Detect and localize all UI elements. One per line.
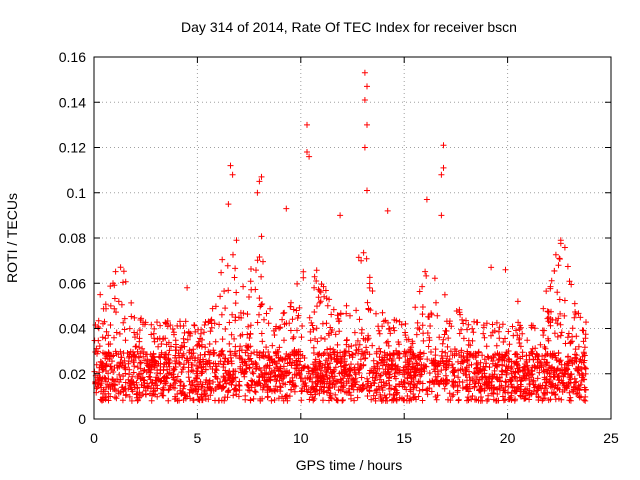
y-tick-label: 0.08 — [59, 230, 86, 246]
y-tick-label: 0 — [78, 411, 86, 427]
x-tick-label: 0 — [90, 430, 98, 446]
data-points — [91, 69, 589, 404]
y-tick-label: 0.12 — [59, 140, 86, 156]
x-tick-label: 10 — [293, 430, 309, 446]
grid — [94, 57, 611, 419]
roti-points — [91, 69, 589, 404]
y-axis-title: ROTI / TECUs — [4, 193, 20, 283]
x-tick-label: 5 — [194, 430, 202, 446]
chart-title: Day 314 of 2014, Rate Of TEC Index for r… — [181, 19, 517, 35]
x-tick-label: 25 — [603, 430, 619, 446]
y-tick-label: 0.14 — [59, 94, 86, 110]
tick-labels: 0 0.02 0.04 0.06 0.08 0.1 0.12 0.14 0.16 0 5 10 15 20… — [59, 49, 619, 446]
y-tick-label: 0.1 — [67, 185, 87, 201]
x-axis-title: GPS time / hours — [296, 457, 403, 473]
y-tick-label: 0.04 — [59, 321, 86, 337]
x-tick-label: 15 — [396, 430, 412, 446]
y-tick-label: 0.06 — [59, 275, 86, 291]
y-tick-label: 0.16 — [59, 49, 86, 65]
x-tick-label: 20 — [500, 430, 516, 446]
y-tick-label: 0.02 — [59, 366, 86, 382]
axis-ticks — [93, 56, 612, 420]
